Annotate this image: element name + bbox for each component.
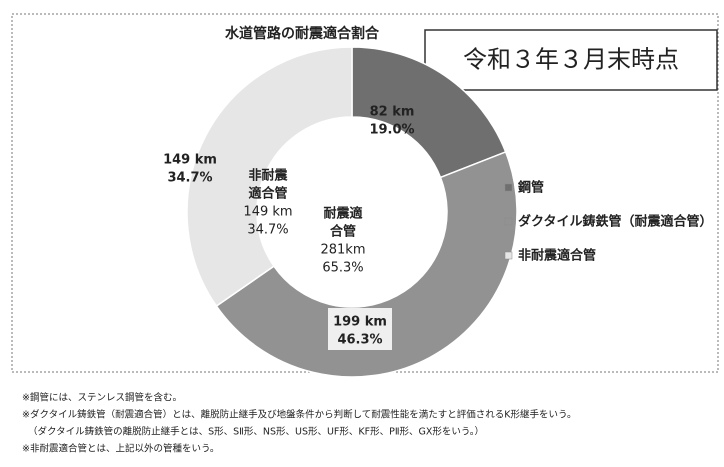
- percent-label: 46.3%: [337, 333, 382, 348]
- annotation: 65.3%: [322, 261, 363, 276]
- note: ※非耐震適合管とは、上記以外の管種をいう。: [22, 443, 219, 455]
- annotation: 耐震適: [323, 206, 362, 222]
- date-label: 令和３年３月末時点: [463, 46, 679, 74]
- annotation: 適合管: [248, 186, 287, 202]
- value-label: 149 km: [163, 153, 217, 168]
- value-label: 82 km: [370, 105, 415, 120]
- annotation: 149 km: [243, 205, 292, 220]
- annotation: 281km: [320, 243, 365, 258]
- donut-slice: [186, 46, 353, 308]
- legend-label: ダクタイル鋳鉄管（耐震適合管）: [518, 214, 712, 230]
- label-box: [328, 308, 392, 350]
- legend-label: 非耐震適合管: [518, 248, 596, 264]
- percent-label: 19.0%: [369, 123, 414, 138]
- legend-swatch: [504, 217, 513, 226]
- legend-swatch: [504, 183, 513, 192]
- legend-swatch: [504, 251, 513, 260]
- chart-title: 水道管路の耐震適合割合: [225, 25, 380, 42]
- percent-label: 34.7%: [167, 171, 212, 186]
- annotation: 非耐震: [248, 168, 288, 184]
- legend-label: 鋼管: [517, 180, 544, 196]
- donut-slice: [215, 150, 518, 378]
- date-box: [424, 29, 718, 91]
- annotation: 34.7%: [247, 223, 288, 238]
- value-label: 199 km: [333, 315, 387, 330]
- note: （ダクタイル鋳鉄管の離脱防止継手とは、S形、SⅡ形、NS形、US形、UF形、KF…: [28, 426, 484, 438]
- annotation: 合管: [330, 224, 356, 240]
- note: ※ダクタイル鋳鉄管（耐震適合管）とは、離脱防止継手及び地盤条件から判断して耐震性…: [22, 409, 576, 421]
- note: ※鋼管には、ステンレス鋼管を含む。: [22, 392, 182, 404]
